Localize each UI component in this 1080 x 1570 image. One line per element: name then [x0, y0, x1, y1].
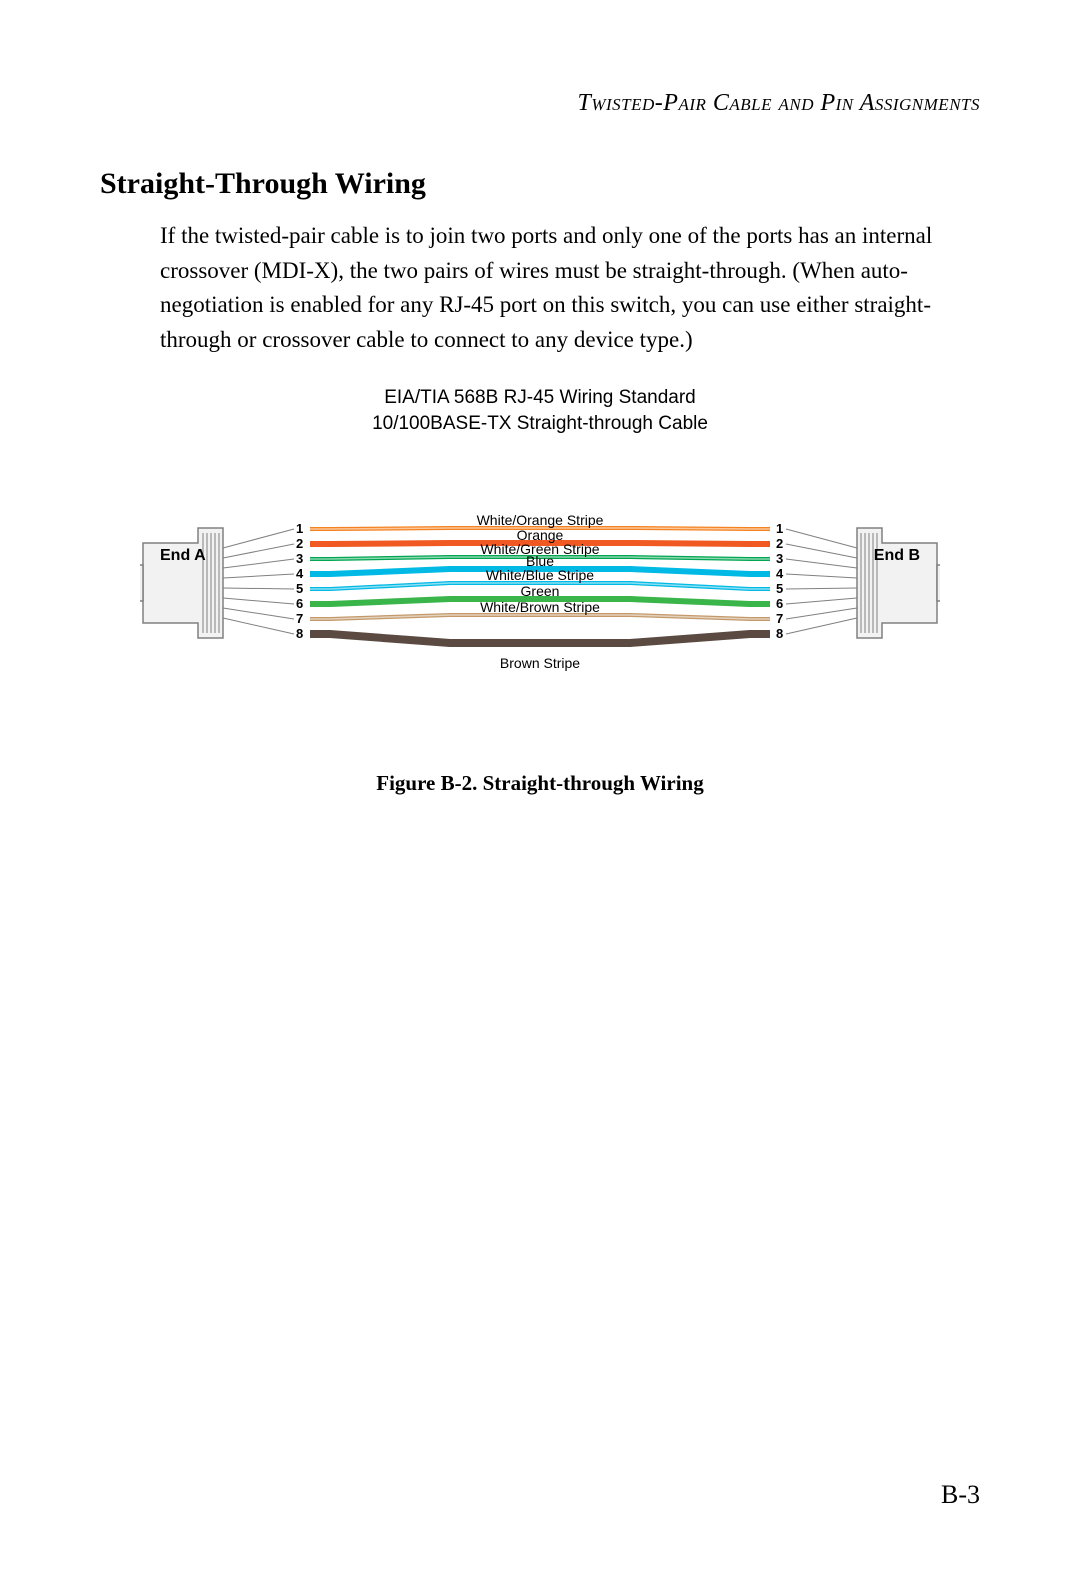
wire-label: Green	[460, 583, 620, 599]
page-number: B-3	[941, 1480, 980, 1510]
diagram-caption-line1: EIA/TIA 568B RJ-45 Wiring Standard	[100, 387, 980, 409]
pin-right-5: 5	[776, 581, 783, 596]
pin-left-1: 1	[296, 521, 303, 536]
pin-left-7: 7	[296, 611, 303, 626]
pin-right-4: 4	[776, 566, 783, 581]
wire-label: White/Brown Stripe	[460, 599, 620, 615]
section-title: Straight-Through Wiring	[100, 167, 980, 201]
pin-right-2: 2	[776, 536, 783, 551]
page-container: Twisted-Pair Cable and Pin Assignments S…	[0, 0, 1080, 1570]
diagram-caption-line2: 10/100BASE-TX Straight-through Cable	[100, 413, 980, 435]
pin-left-5: 5	[296, 581, 303, 596]
pin-right-8: 8	[776, 626, 783, 641]
pin-left-6: 6	[296, 596, 303, 611]
pin-left-8: 8	[296, 626, 303, 641]
wire-label: White/Orange Stripe	[460, 512, 620, 528]
pin-right-3: 3	[776, 551, 783, 566]
wire-label: Brown Stripe	[460, 655, 620, 671]
pin-right-6: 6	[776, 596, 783, 611]
pin-left-2: 2	[296, 536, 303, 551]
pin-left-3: 3	[296, 551, 303, 566]
wiring-diagram: End A End B 12345678 12345678 White/Oran…	[140, 457, 940, 757]
page-header: Twisted-Pair Cable and Pin Assignments	[100, 90, 980, 117]
pin-right-1: 1	[776, 521, 783, 536]
wire-label: White/Blue Stripe	[460, 567, 620, 583]
end-b-label: End B	[874, 547, 920, 565]
pin-right-7: 7	[776, 611, 783, 626]
pin-left-4: 4	[296, 566, 303, 581]
end-a-label: End A	[160, 547, 206, 565]
body-paragraph: If the twisted-pair cable is to join two…	[160, 219, 980, 357]
figure-caption: Figure B-2. Straight-through Wiring	[100, 771, 980, 796]
